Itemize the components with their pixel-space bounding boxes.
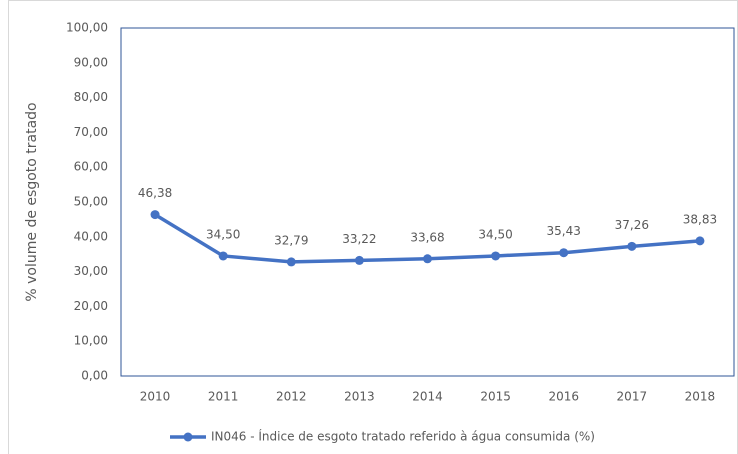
chart-border (8, 0, 738, 454)
data-point (150, 210, 160, 220)
data-label: 37,26 (615, 218, 649, 232)
x-tick-label: 2013 (344, 390, 375, 404)
y-tick-label: 10,00 (74, 334, 108, 348)
data-point (559, 248, 569, 258)
data-label: 32,79 (274, 233, 308, 247)
data-point (695, 236, 705, 246)
x-tick-label: 2018 (685, 390, 716, 404)
data-point (423, 254, 432, 264)
y-tick-label: 30,00 (74, 264, 108, 278)
x-tick-label: 2012 (276, 390, 307, 404)
y-tick-label: 80,00 (74, 90, 108, 104)
plot-border (120, 27, 735, 377)
x-tick-label: 2016 (548, 390, 579, 404)
x-tick-label: 2011 (208, 390, 239, 404)
y-tick-label: 40,00 (74, 229, 108, 243)
data-label: 34,50 (478, 227, 512, 241)
x-tick-label: 2014 (412, 390, 443, 404)
y-tick-label: 20,00 (74, 299, 108, 313)
data-label: 33,68 (410, 230, 444, 244)
y-tick-label: 100,00 (66, 21, 108, 35)
legend-marker (183, 432, 193, 442)
x-tick-label: 2017 (617, 390, 648, 404)
data-point (286, 257, 296, 267)
y-tick-label: 50,00 (74, 195, 108, 209)
data-label: 46,38 (138, 186, 172, 200)
legend-label: IN046 - Índice de esgoto tratado referid… (211, 429, 595, 444)
y-axis-label: % volume de esgoto tratado (24, 102, 40, 301)
data-label: 38,83 (683, 212, 717, 226)
data-label: 35,43 (547, 224, 581, 238)
x-tick-label: 2010 (140, 390, 171, 404)
data-label: 33,22 (342, 232, 376, 246)
data-label: 34,50 (206, 227, 240, 241)
data-point (354, 255, 364, 265)
y-tick-label: 70,00 (74, 125, 108, 139)
y-tick-label: 60,00 (74, 160, 108, 174)
data-point (627, 241, 637, 251)
data-point (491, 251, 501, 261)
y-tick-label: 90,00 (74, 55, 108, 69)
x-tick-label: 2015 (480, 390, 511, 404)
data-point (218, 251, 228, 261)
y-tick-label: 0,00 (81, 369, 108, 383)
